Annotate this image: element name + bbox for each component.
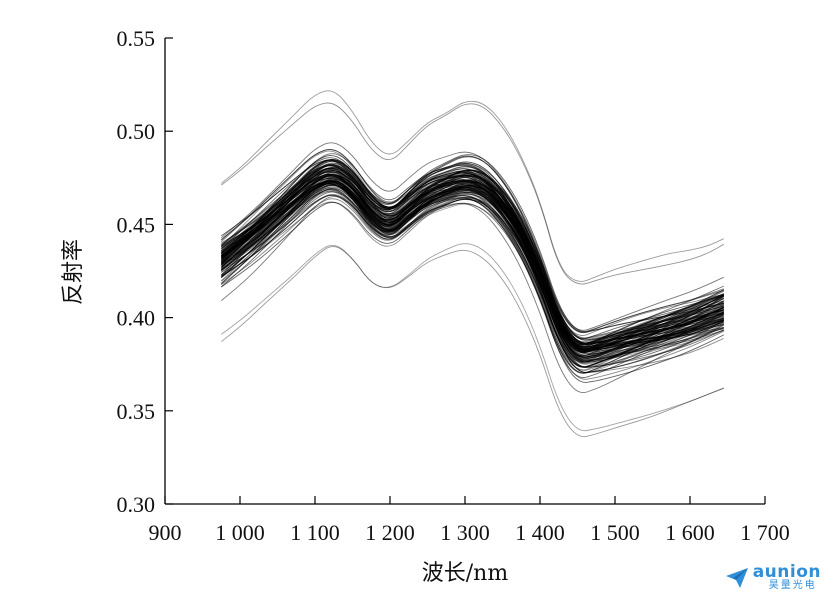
x-tick-label: 1 400	[515, 520, 565, 545]
x-tick-label: 1 100	[290, 520, 340, 545]
spectrum-line	[221, 173, 724, 350]
spectrum-line	[221, 102, 725, 285]
x-tick-label: 900	[149, 520, 182, 545]
y-axis-title: 反射率	[61, 239, 86, 305]
spectrum-line	[221, 181, 724, 358]
spectrum-line	[221, 148, 724, 333]
x-tick-label: 1 500	[590, 520, 640, 545]
spectrum-line	[221, 197, 724, 380]
series-lines	[220, 90, 725, 438]
x-axis-title: 波长/nm	[422, 561, 509, 586]
spectrum-line	[220, 160, 724, 350]
x-tick-label: 1 200	[365, 520, 415, 545]
spectrum-line	[221, 182, 724, 350]
spectrum-line	[221, 90, 724, 282]
spectrum-line	[220, 188, 724, 374]
y-tick-label: 0.50	[117, 119, 156, 144]
spectrum-line	[221, 181, 724, 348]
spectrum-line	[221, 167, 724, 343]
watermark-subtitle: 昊量光电	[768, 580, 817, 591]
spectrum-line	[220, 159, 724, 351]
spectrum-line	[221, 197, 724, 374]
spectrum-line	[221, 196, 724, 393]
y-tick-label: 0.40	[117, 306, 156, 331]
watermark-brand: aunion	[752, 562, 821, 582]
x-tick-label: 1 000	[215, 520, 265, 545]
y-tick-label: 0.55	[117, 26, 156, 51]
x-tick-label: 1 300	[440, 520, 490, 545]
spectrum-line	[221, 246, 724, 438]
spectrum-line	[221, 142, 724, 331]
spectrum-line	[221, 175, 725, 363]
y-tick-label: 0.45	[117, 212, 156, 237]
spectrum-line	[221, 243, 724, 432]
spectrum-line	[220, 168, 724, 350]
spectrum-line	[221, 180, 724, 368]
x-tick-label: 1 600	[665, 520, 715, 545]
paper-plane-icon	[725, 567, 748, 588]
spectrum-line	[221, 177, 725, 362]
spectrum-line	[221, 173, 724, 353]
spectrum-line	[221, 173, 725, 352]
y-tick-label: 0.35	[117, 399, 156, 424]
spectrum-line	[221, 188, 725, 373]
spectrum-line	[220, 163, 724, 353]
spectrum-line	[221, 164, 724, 344]
spectrum-line	[221, 166, 724, 353]
spectrum-line	[221, 183, 725, 368]
x-ticks: 900 1 000 1 100 1 200 1 300 1 400 1 500 1 600 1 …	[149, 496, 790, 545]
watermark-logo: aunion 昊量光电	[725, 564, 821, 591]
spectrum-line	[221, 170, 724, 347]
spectrum-line	[220, 182, 724, 374]
spectrum-line	[220, 159, 724, 340]
y-tick-label: 0.30	[117, 492, 156, 517]
x-tick-label: 1 700	[740, 520, 790, 545]
spectrum-line	[221, 165, 725, 352]
spectrum-line	[221, 156, 725, 341]
y-ticks: 0.30 0.35 0.40 0.45 0.50 0.55	[117, 26, 173, 517]
spectrum-line	[220, 159, 724, 348]
